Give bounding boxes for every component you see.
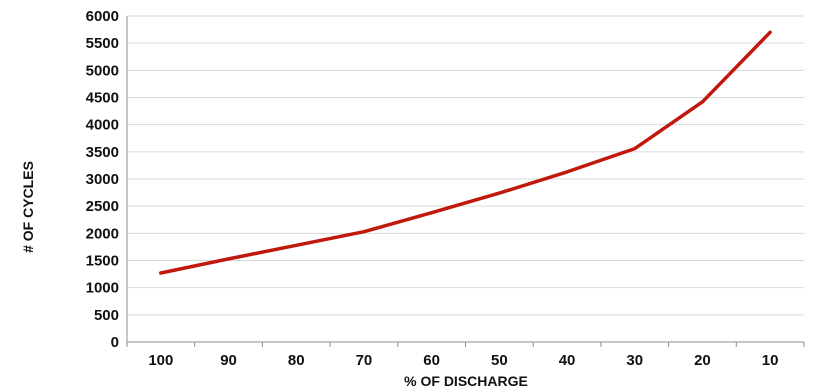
y-tick-label: 5000 [86,62,119,79]
y-tick-labels: 0 500 1000 1500 2000 2500 3000 3500 4000 4500 5000… [86,8,119,351]
x-tick-label: 50 [491,352,508,369]
y-tick-label: 500 [94,307,119,324]
series-layer [159,30,772,275]
y-tick-label: 5500 [86,35,119,52]
grid-lines [127,15,804,316]
axes [126,16,805,347]
x-tick-label: 20 [694,352,711,369]
series-line [159,30,772,275]
x-tick-label: 80 [288,352,305,369]
x-tick-label: 90 [220,352,237,369]
y-tick-label: 2000 [86,225,119,242]
y-tick-label: 1500 [86,253,119,270]
x-tick-label: 10 [762,352,779,369]
x-tick-label: 40 [559,352,576,369]
x-tick-label: 60 [423,352,440,369]
y-tick-label: 3000 [86,171,119,188]
y-tick-label: 1000 [86,280,119,297]
y-tick-label: 4000 [86,117,119,134]
x-axis-title: % OF DISCHARGE [404,373,528,389]
x-tick-label: 100 [148,352,173,369]
y-tick-label: 2500 [86,198,119,215]
x-tick-labels: 100 90 80 70 60 50 40 30 20 10 [148,352,778,369]
x-tick-label: 70 [356,352,373,369]
y-tick-label: 0 [111,334,119,351]
x-tick-label: 30 [626,352,643,369]
y-tick-label: 6000 [86,8,119,25]
y-tick-label: 3500 [86,144,119,161]
y-tick-label: 4500 [86,90,119,107]
y-axis-title: # OF CYCLES [20,161,36,253]
